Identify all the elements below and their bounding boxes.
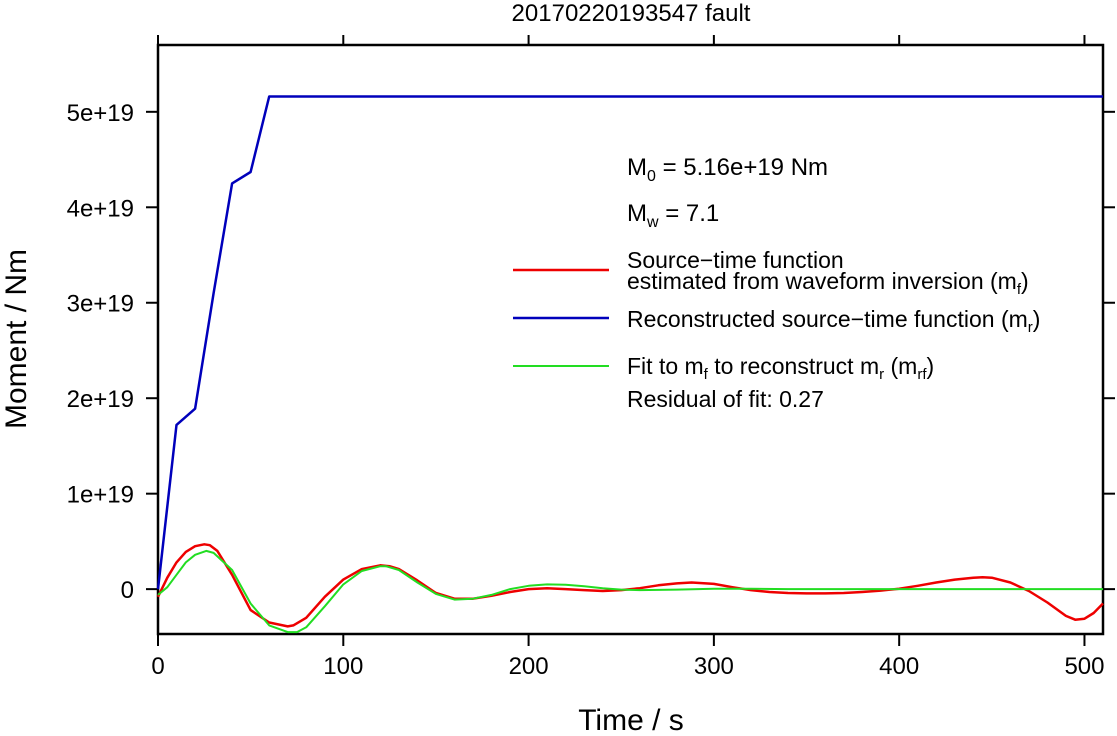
plot-frame — [156, 43, 1105, 636]
y-tick-label: 5e+19 — [67, 100, 134, 127]
legend: Source−time function estimated from wave… — [513, 247, 1040, 412]
y-axis: 0 1e+19 2e+19 3e+19 4e+19 5e+19 — [67, 100, 1115, 604]
x-axis-title: Time / s — [578, 704, 684, 736]
y-tick-label: 4e+19 — [67, 195, 134, 222]
y-tick-label: 1e+19 — [67, 482, 134, 509]
x-tick-label: 400 — [879, 653, 919, 680]
x-tick-label: 100 — [323, 653, 363, 680]
x-tick-label: 300 — [694, 653, 734, 680]
x-tick-label: 200 — [509, 653, 549, 680]
series-green-line — [157, 549, 1103, 634]
y-tick-label: 3e+19 — [67, 291, 134, 318]
legend-label-blue: Reconstructed source−time function (mr) — [627, 306, 1040, 336]
legend-label-red-line2: estimated from waveform inversion (mf) — [627, 268, 1029, 298]
y-axis-title: Moment / Nm — [0, 249, 33, 429]
y-tick-label: 0 — [121, 577, 134, 604]
m0-annotation: M0 = 5.16e+19 Nm — [627, 154, 828, 185]
series-blue-line — [156, 95, 1103, 590]
chart-title: 20170220193547 fault — [512, 0, 751, 27]
y-tick-label: 2e+19 — [67, 386, 134, 413]
mw-annotation: Mw = 7.1 — [627, 200, 719, 231]
legend-label-green: Fit to mf to reconstruct mr (mrf) — [627, 353, 934, 383]
series-red-line — [156, 543, 1104, 628]
x-tick-label: 500 — [1064, 653, 1104, 680]
x-axis: 0 100 200 300 400 500 — [151, 35, 1104, 680]
residual-annotation: Residual of fit: 0.27 — [627, 386, 824, 412]
series-group — [156, 95, 1104, 634]
x-tick-label: 0 — [151, 653, 164, 680]
legend-label-red-line1: Source−time function — [627, 247, 844, 273]
